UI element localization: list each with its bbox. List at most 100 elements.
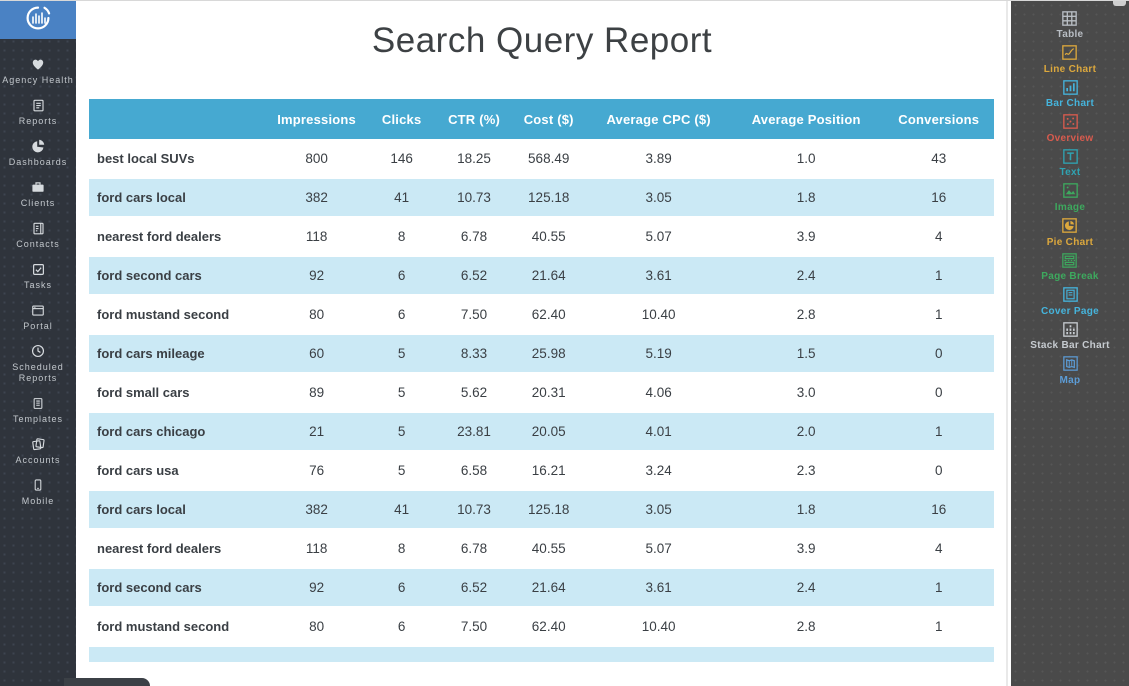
sidebar-item-label: Portal xyxy=(23,321,53,331)
value-cell: 6.78 xyxy=(460,229,488,244)
sidebar-item-portal[interactable]: Portal xyxy=(0,297,76,338)
value-cell: 92 xyxy=(309,268,325,283)
value-cell: 1 xyxy=(935,424,943,439)
value-cell: 3.61 xyxy=(645,268,672,283)
query-cell: ford cars mileage xyxy=(97,346,205,361)
value-cell: 800 xyxy=(305,150,328,166)
value-cell: 118 xyxy=(305,541,328,556)
widget-stack-bar-chart[interactable]: Stack Bar Chart xyxy=(1030,319,1110,354)
widget-text[interactable]: Text xyxy=(1059,146,1080,181)
value-cell: 60 xyxy=(309,346,325,361)
query-cell: ford second cars xyxy=(97,268,202,283)
search-query-table[interactable]: Impressions Clicks CTR (%) Cost ($) Average … xyxy=(89,99,994,647)
value-cell: 382 xyxy=(305,190,328,205)
widget-label: Table xyxy=(1056,29,1084,40)
contact-card-icon xyxy=(31,220,46,236)
widget-page-break[interactable]: Page Break xyxy=(1041,250,1098,285)
widget-label: Page Break xyxy=(1041,271,1099,283)
widget-pie-chart[interactable]: Pie Chart xyxy=(1047,216,1094,251)
query-cell: nearest ford dealers xyxy=(97,541,222,556)
table-row: nearest ford dealers 118 8 6.78 40.55 5.07 3.9… xyxy=(89,217,994,256)
checkbox-icon xyxy=(31,261,46,277)
left-sidebar: Agency Health Reports Dashboards Clients Con… xyxy=(0,1,76,686)
value-cell: 1 xyxy=(935,307,943,322)
value-cell: 0 xyxy=(935,385,943,400)
widget-cover-page[interactable]: Cover Page xyxy=(1041,285,1099,320)
sidebar-item-dashboards[interactable]: Dashboards xyxy=(0,133,76,174)
query-cell: ford mustand second xyxy=(97,619,230,634)
stacked-pages-icon xyxy=(30,436,46,452)
scrollbar-notch[interactable] xyxy=(1113,1,1126,6)
widget-map[interactable]: Map xyxy=(1060,354,1081,389)
sidebar-item-mobile[interactable]: Mobile xyxy=(0,472,76,513)
sidebar-item-agency-health[interactable]: Agency Health xyxy=(0,51,76,92)
value-cell: 18.25 xyxy=(457,150,491,166)
value-cell: 3.24 xyxy=(645,463,672,478)
vertical-scrollbar[interactable] xyxy=(1006,1,1008,686)
sidebar-item-label: Templates xyxy=(12,414,64,424)
browser-window-icon xyxy=(30,302,46,318)
table-row: ford second cars 92 6 6.52 21.64 3.61 2.4 1 xyxy=(89,568,994,607)
widget-bar-chart[interactable]: Bar Chart xyxy=(1046,77,1094,112)
value-cell: 16.21 xyxy=(531,463,566,478)
value-cell: 2.4 xyxy=(796,268,816,283)
value-cell: 6.58 xyxy=(460,463,488,478)
value-cell: 1.8 xyxy=(796,502,816,517)
value-cell: 4.06 xyxy=(645,385,672,400)
table-row: ford cars usa 76 5 6.58 16.21 3.24 2.3 0 xyxy=(89,451,994,490)
value-cell: 5 xyxy=(397,424,406,439)
sidebar-item-contacts[interactable]: Contacts xyxy=(0,215,76,256)
sidebar-item-label: Contacts xyxy=(16,239,60,249)
widget-image[interactable]: Image xyxy=(1055,181,1085,216)
value-cell: 16 xyxy=(931,190,947,205)
app-logo[interactable] xyxy=(0,1,76,39)
value-cell: 2.4 xyxy=(796,580,816,595)
value-cell: 21 xyxy=(309,424,325,439)
table-row: ford cars mileage 60 5 8.33 25.98 5.19 1.5 0 xyxy=(89,334,994,373)
value-cell: 40.55 xyxy=(531,541,566,556)
value-cell: 2.3 xyxy=(796,463,816,478)
value-cell: 0 xyxy=(935,346,943,361)
value-cell: 10.40 xyxy=(641,307,676,322)
widget-label: Stack Bar Chart xyxy=(1030,340,1110,352)
sidebar-item-reports[interactable]: Reports xyxy=(0,92,76,133)
value-cell: 80 xyxy=(309,307,325,322)
sidebar-item-label: Clients xyxy=(20,198,56,208)
value-cell: 6.52 xyxy=(460,268,488,283)
value-cell: 3.05 xyxy=(645,190,672,205)
column-header-impressions: Impressions xyxy=(269,99,365,139)
sidebar-item-scheduled-reports[interactable]: Scheduled Reports xyxy=(0,338,76,390)
sidebar-item-clients[interactable]: Clients xyxy=(0,174,76,215)
query-cell: ford second cars xyxy=(97,580,202,595)
image-icon xyxy=(1061,181,1080,201)
value-cell: 125.18 xyxy=(528,502,570,517)
column-header-average-cpc: Average CPC ($) xyxy=(588,99,729,139)
widget-label: Bar Chart xyxy=(1045,98,1095,110)
value-cell: 8 xyxy=(397,541,406,556)
value-cell: 10.73 xyxy=(457,190,491,205)
document-icon xyxy=(31,395,45,411)
widget-list: Table Line Chart Bar Chart Overview Text Imag… xyxy=(1011,1,1129,389)
briefcase-icon xyxy=(30,179,46,195)
value-cell: 21.64 xyxy=(531,268,566,283)
table-row: ford cars local 382 41 10.73 125.18 3.05 1.8 16 xyxy=(89,178,994,217)
sidebar-item-templates[interactable]: Templates xyxy=(0,390,76,431)
widget-table[interactable]: Table xyxy=(1057,8,1084,43)
sidebar-item-label: Tasks xyxy=(23,280,52,290)
value-cell: 25.98 xyxy=(531,346,566,361)
value-cell: 1.5 xyxy=(796,346,816,361)
value-cell: 1 xyxy=(935,268,943,283)
pie-slice-icon xyxy=(30,138,46,154)
value-cell: 5.07 xyxy=(645,229,672,244)
bottom-left-tab[interactable] xyxy=(64,678,150,686)
value-cell: 62.40 xyxy=(531,619,566,634)
widget-label: Cover Page xyxy=(1040,305,1100,317)
value-cell: 5.07 xyxy=(645,541,672,556)
sidebar-item-accounts[interactable]: Accounts xyxy=(0,431,76,472)
report-canvas[interactable]: Search Query Report Impressions Clicks CTR… xyxy=(76,1,1008,686)
widget-line-chart[interactable]: Line Chart xyxy=(1044,43,1096,78)
value-cell: 8 xyxy=(397,229,406,244)
sidebar-item-tasks[interactable]: Tasks xyxy=(0,256,76,297)
widget-overview[interactable]: Overview xyxy=(1047,112,1094,147)
query-cell: ford cars usa xyxy=(97,463,179,478)
